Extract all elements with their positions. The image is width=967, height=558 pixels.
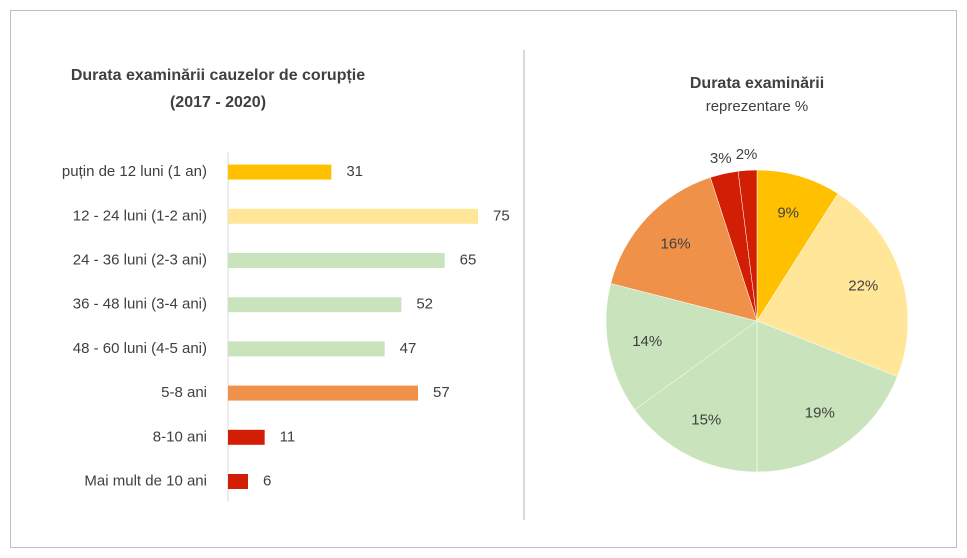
pie-slice: [605, 283, 758, 411]
value-label: 75: [493, 207, 510, 224]
value-label: 65: [460, 251, 477, 268]
value-label: 11: [280, 428, 296, 445]
pie-subtitle: reprezentare %: [706, 98, 809, 115]
category-label: 36 - 48 luni (3-4 ani): [73, 296, 207, 313]
pie-title: Durata examinării: [690, 75, 824, 92]
slice-label: 2%: [736, 146, 758, 163]
category-label: 24 - 36 luni (2-3 ani): [73, 251, 207, 268]
value-label: 31: [346, 163, 363, 180]
bar: [228, 385, 418, 401]
bar: [228, 341, 385, 357]
bar: [228, 164, 332, 180]
slice-label: 19%: [805, 404, 835, 421]
category-label: puțin de 12 luni (1 an): [62, 163, 207, 180]
value-label: 6: [263, 472, 271, 489]
category-label: 8-10 ani: [153, 428, 207, 445]
slice-label: 15%: [691, 412, 721, 429]
bar: [228, 429, 265, 445]
value-label: 52: [416, 296, 433, 313]
bar: [228, 208, 478, 224]
pie-slice: [737, 169, 758, 322]
slice-label: 22%: [848, 277, 878, 294]
category-label: Mai mult de 10 ani: [84, 472, 207, 489]
bar: [228, 474, 248, 489]
category-label: 12 - 24 luni (1-2 ani): [73, 207, 207, 224]
pie-slice: [756, 169, 839, 322]
category-label: 48 - 60 luni (4-5 ani): [73, 340, 207, 357]
bar: [228, 253, 445, 268]
bar-title: Durata examinării cauzelor de corupție: [71, 67, 365, 84]
pie-slice: [610, 177, 758, 322]
category-label: 5-8 ani: [161, 384, 207, 401]
value-label: 47: [400, 340, 417, 357]
bar-subtitle: (2017 - 2020): [170, 94, 266, 111]
pie-slice: [756, 193, 909, 377]
bar: [228, 297, 402, 313]
pie-slice: [756, 320, 898, 473]
slice-label: 16%: [661, 235, 691, 252]
pie-slice: [634, 320, 758, 473]
slice-label: 3%: [710, 150, 732, 167]
value-label: 57: [433, 384, 450, 401]
slice-label: 14%: [632, 333, 662, 350]
slice-label: 9%: [777, 205, 799, 222]
